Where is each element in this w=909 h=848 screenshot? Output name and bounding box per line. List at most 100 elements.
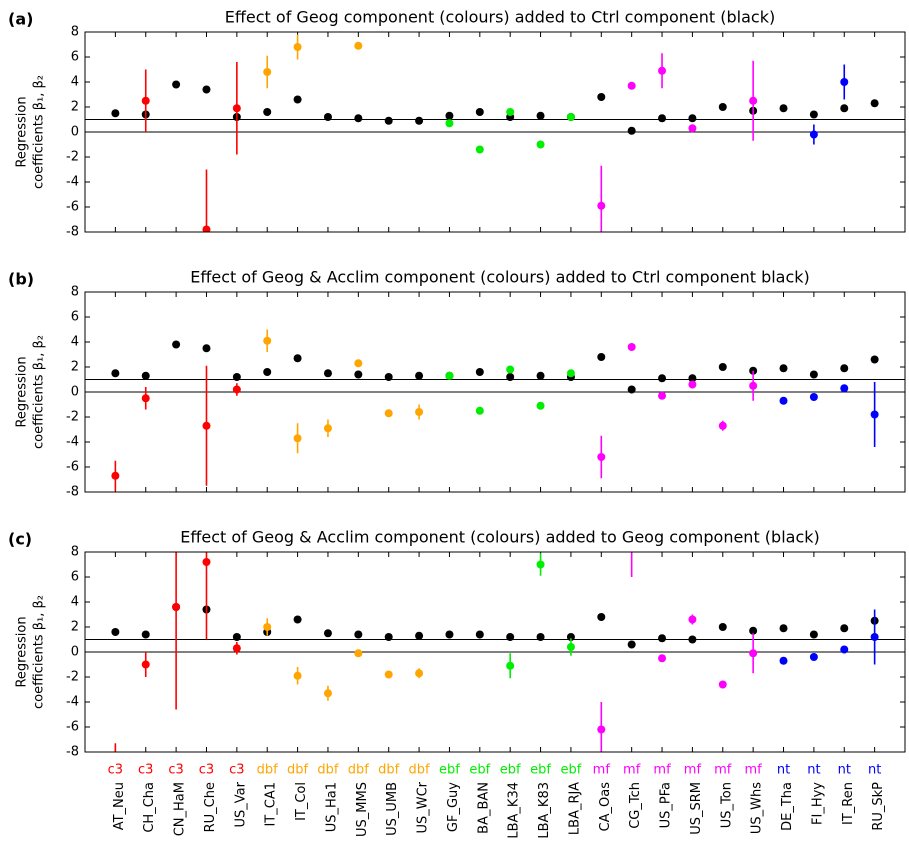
component-point xyxy=(870,410,879,419)
ctrl-point xyxy=(475,368,484,376)
y-tick-label: -2 xyxy=(66,670,79,685)
x-tick-label: US_Ha1 xyxy=(324,782,339,832)
x-tick-label: US_UMB xyxy=(385,782,400,836)
component-point xyxy=(566,369,575,378)
ctrl-point xyxy=(809,370,818,379)
ctrl-point xyxy=(688,114,697,123)
component-point xyxy=(536,401,545,410)
group-label: c3 xyxy=(168,763,183,778)
ctrl-point xyxy=(597,93,606,101)
component-point xyxy=(415,408,424,416)
panel-title: Effect of Geog component (colours) added… xyxy=(225,8,775,27)
group-label: dbf xyxy=(287,763,309,778)
ctrl-point xyxy=(779,624,788,633)
ctrl-point xyxy=(202,85,211,94)
component-point xyxy=(202,558,211,566)
plot-frame xyxy=(84,291,906,493)
ctrl-point xyxy=(566,633,575,641)
component-point xyxy=(779,656,788,665)
ctrl-point xyxy=(658,114,667,123)
ctrl-point xyxy=(111,369,120,378)
ctrl-point xyxy=(536,633,545,641)
ctrl-point xyxy=(323,369,332,378)
x-tick-label: DE_Tha xyxy=(780,782,795,831)
component-point xyxy=(293,671,302,680)
y-tick-label: 8 xyxy=(71,285,79,300)
component-point xyxy=(870,633,879,641)
ctrl-point xyxy=(172,340,181,349)
group-label: dbf xyxy=(317,763,339,778)
component-point xyxy=(566,643,575,651)
component-point xyxy=(323,689,332,698)
x-tick-label: US_MMS xyxy=(355,782,370,837)
x-tick-label: FI_Hyy xyxy=(810,782,825,825)
group-label: nt xyxy=(807,763,820,778)
y-tick-label: -8 xyxy=(66,745,79,760)
group-label: mf xyxy=(714,763,732,778)
x-tick-label: US_Whs xyxy=(750,782,765,834)
y-axis-label: Regression xyxy=(15,356,30,427)
component-point xyxy=(141,660,150,669)
ctrl-point xyxy=(354,114,363,123)
y-tick-label: 6 xyxy=(71,310,79,325)
ctrl-point xyxy=(779,364,788,373)
group-label: ebf xyxy=(439,763,460,778)
y-tick-label: -8 xyxy=(66,225,79,240)
ctrl-point xyxy=(354,630,363,639)
ctrl-point xyxy=(475,630,484,639)
component-point xyxy=(232,644,241,653)
component-point xyxy=(354,649,363,658)
plot-frame xyxy=(84,551,906,753)
y-axis-label: coefficients β₁, β₂ xyxy=(32,335,47,449)
ctrl-point xyxy=(627,126,636,135)
component-point xyxy=(809,393,818,401)
plot-area xyxy=(85,552,905,752)
x-tick-label: US_WCr xyxy=(416,781,431,833)
ctrl-point xyxy=(627,640,636,649)
ctrl-point xyxy=(111,109,120,118)
x-tick-label: IT_Ren xyxy=(841,782,856,825)
component-point xyxy=(749,96,758,105)
x-tick-label: CA_Oas xyxy=(598,782,613,832)
group-label: c3 xyxy=(199,763,214,778)
component-point xyxy=(263,68,272,76)
x-tick-label: US_SRM xyxy=(689,782,704,835)
y-tick-label: 0 xyxy=(71,385,79,400)
ctrl-point xyxy=(384,633,393,641)
x-tick-label: LBA_K83 xyxy=(537,782,552,839)
component-point xyxy=(779,396,788,405)
y-tick-label: -4 xyxy=(66,175,79,190)
y-tick-label: -6 xyxy=(66,460,79,475)
component-point xyxy=(232,385,241,394)
ctrl-point xyxy=(718,363,727,371)
y-axis-label: Regression xyxy=(15,616,30,687)
component-point xyxy=(506,365,515,374)
x-tick-label: GF_Guy xyxy=(446,782,461,832)
x-tick-label: AT_Neu xyxy=(112,782,127,830)
ctrl-point xyxy=(141,371,150,380)
ctrl-point xyxy=(293,354,302,363)
ctrl-point xyxy=(688,374,697,383)
y-axis-label: Regression xyxy=(15,96,30,167)
component-point xyxy=(111,471,120,480)
component-point xyxy=(263,623,272,631)
component-point xyxy=(840,78,849,86)
x-tick-label: CG_Tch xyxy=(628,782,643,829)
component-point xyxy=(445,371,454,380)
ctrl-point xyxy=(840,364,849,373)
y-tick-label: 0 xyxy=(71,645,79,660)
component-point xyxy=(445,119,454,128)
y-axis-label: coefficients β₁, β₂ xyxy=(32,75,47,189)
ctrl-point xyxy=(323,629,332,638)
panel-title: Effect of Geog & Acclim component (colou… xyxy=(190,268,810,287)
group-label: nt xyxy=(868,763,881,778)
ctrl-point xyxy=(415,631,424,640)
ctrl-point xyxy=(536,111,545,120)
ctrl-point xyxy=(415,116,424,125)
component-point xyxy=(354,41,363,50)
ctrl-point xyxy=(202,344,211,353)
y-tick-label: 8 xyxy=(71,25,79,40)
group-label: c3 xyxy=(138,763,153,778)
x-tick-label: LBA_RJA xyxy=(567,782,582,835)
component-point xyxy=(809,653,818,661)
